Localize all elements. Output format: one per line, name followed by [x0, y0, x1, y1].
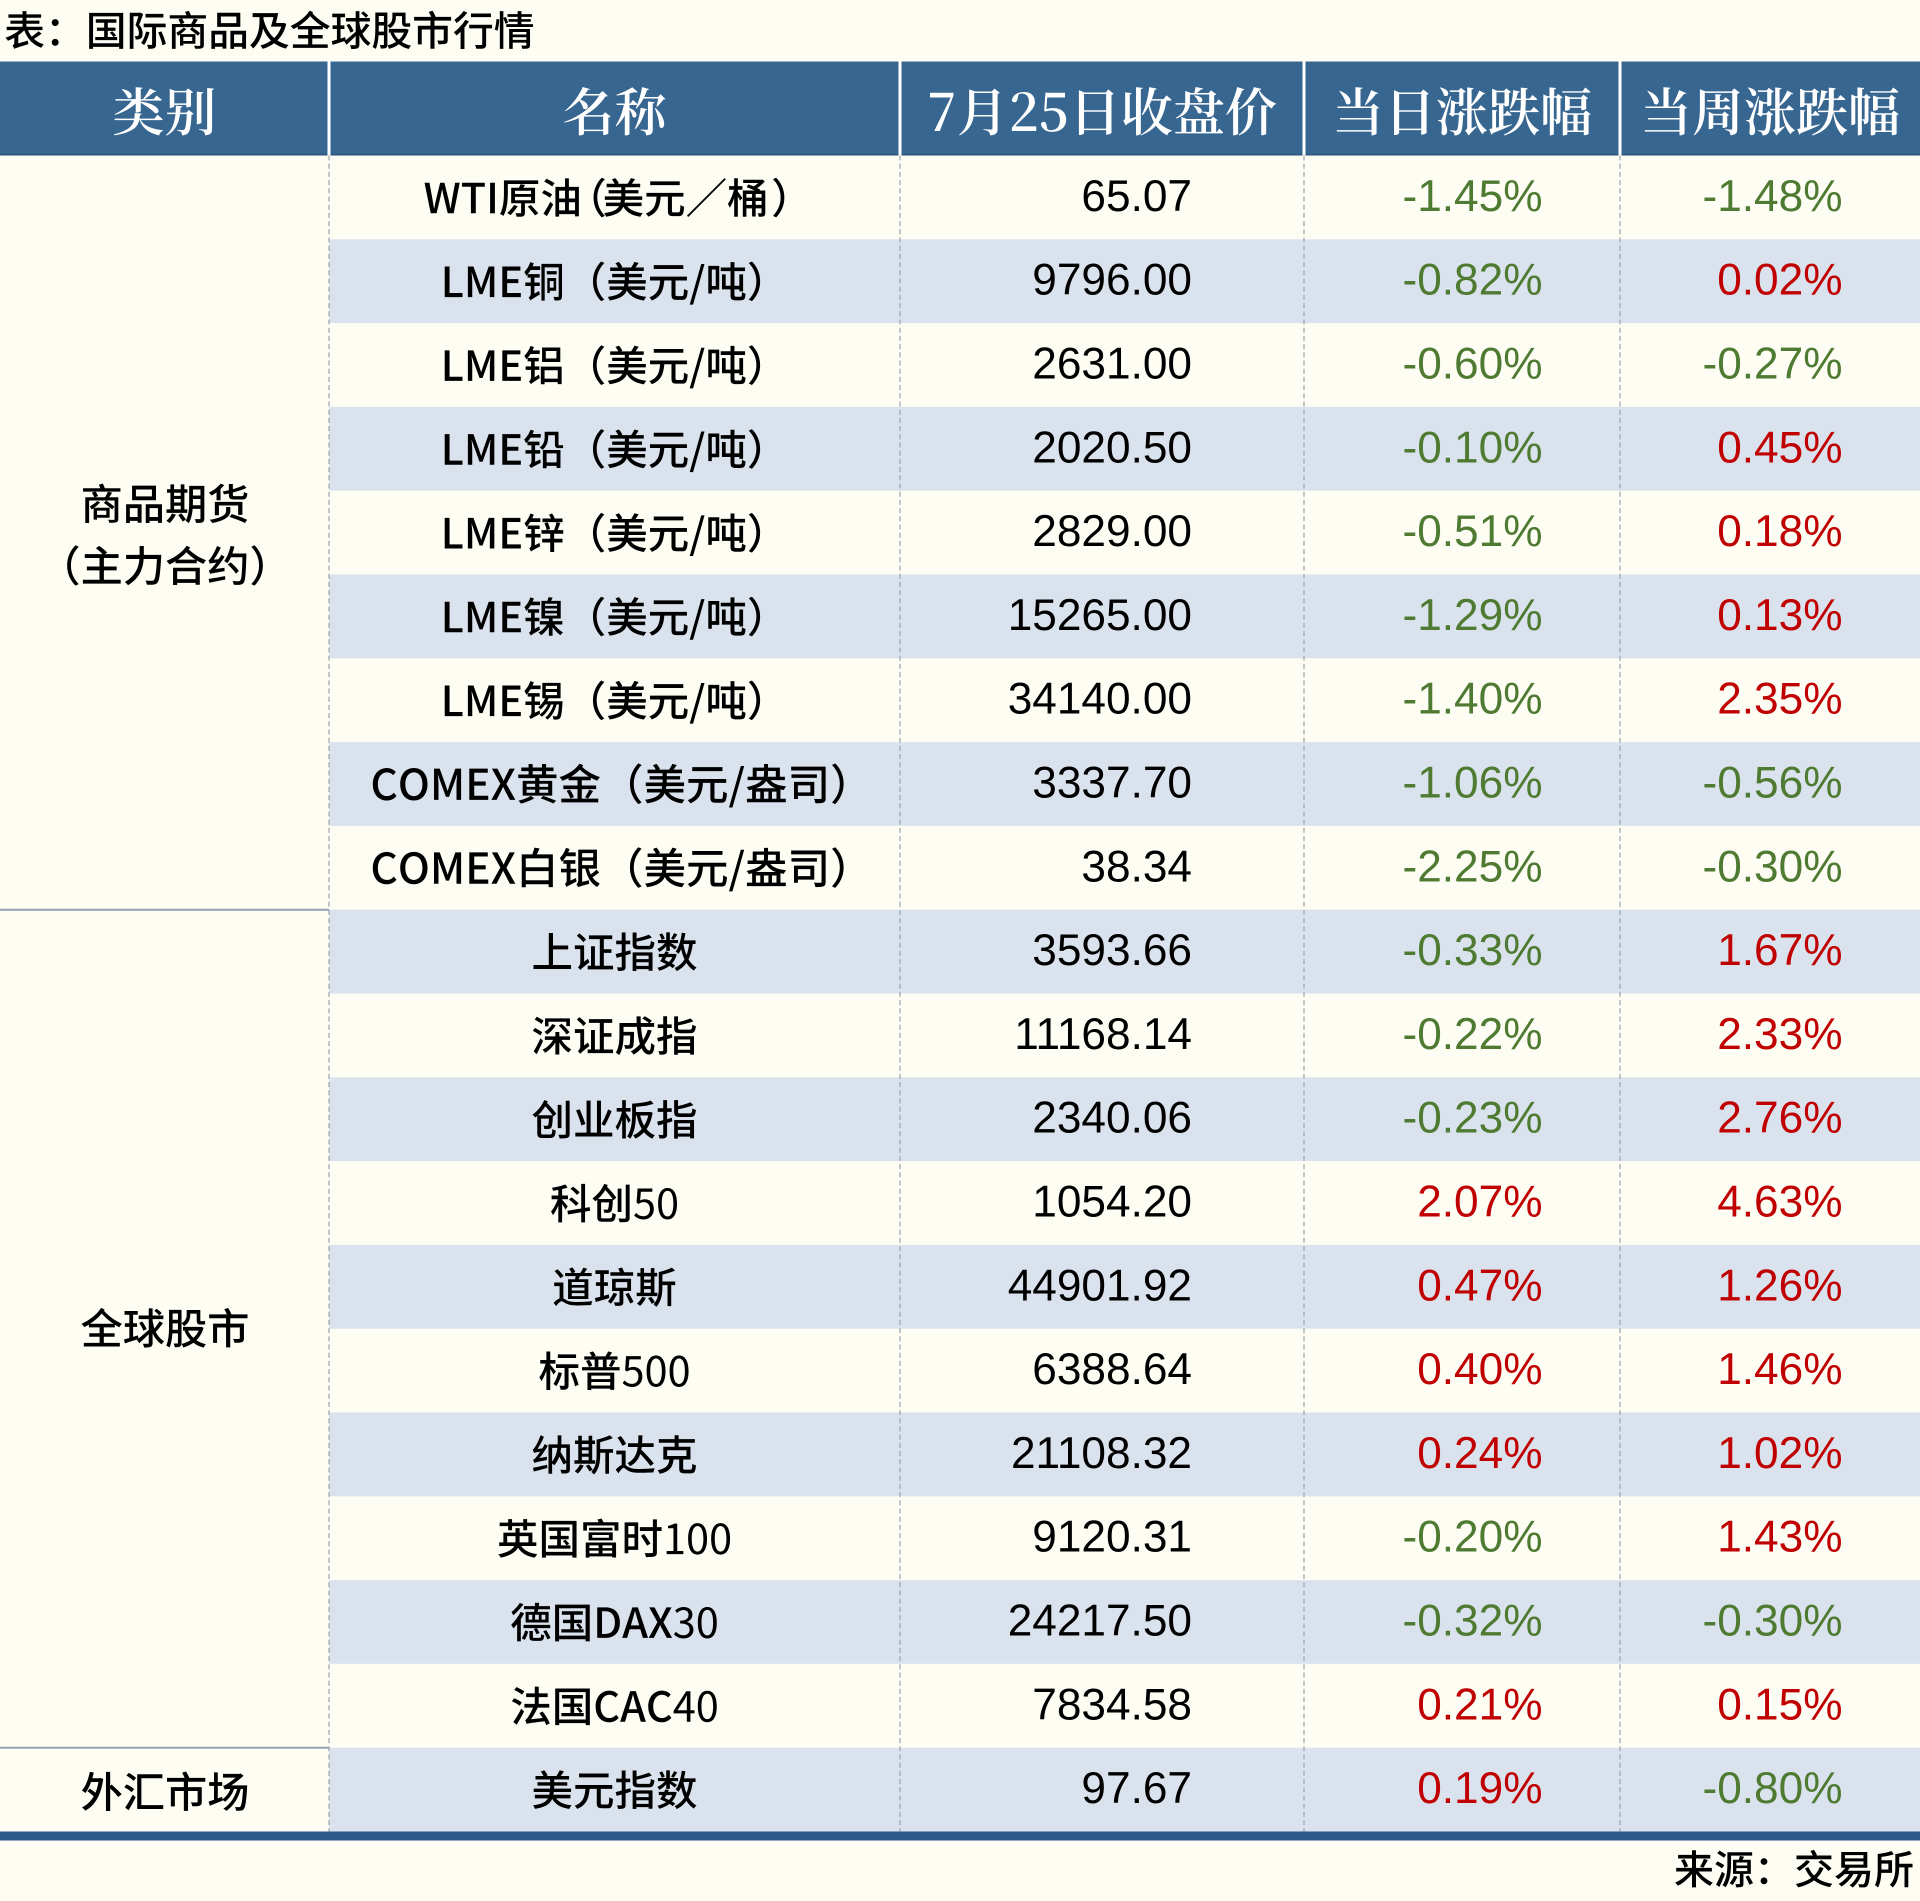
svg-text:-2.25%: -2.25% — [1402, 842, 1542, 891]
svg-text:-0.82%: -0.82% — [1402, 256, 1542, 305]
svg-text:0.02%: 0.02% — [1717, 256, 1842, 305]
svg-text:-0.27%: -0.27% — [1702, 340, 1842, 389]
svg-text:0.19%: 0.19% — [1417, 1764, 1542, 1813]
svg-text:38.34: 38.34 — [1081, 842, 1192, 891]
svg-text:2.76%: 2.76% — [1717, 1094, 1842, 1143]
svg-text:-0.22%: -0.22% — [1402, 1010, 1542, 1059]
svg-text:-0.10%: -0.10% — [1402, 423, 1542, 472]
svg-text:3593.66: 3593.66 — [1032, 926, 1192, 975]
svg-text:0.47%: 0.47% — [1417, 1261, 1542, 1310]
svg-text:-0.32%: -0.32% — [1402, 1597, 1542, 1646]
svg-text:-0.23%: -0.23% — [1402, 1094, 1542, 1143]
svg-text:-0.20%: -0.20% — [1402, 1513, 1542, 1562]
svg-text:1.67%: 1.67% — [1717, 926, 1842, 975]
svg-text:-1.29%: -1.29% — [1402, 591, 1542, 640]
svg-text:-0.30%: -0.30% — [1702, 842, 1842, 891]
svg-text:2340.06: 2340.06 — [1032, 1094, 1192, 1143]
svg-text:21108.32: 21108.32 — [1011, 1429, 1192, 1478]
svg-text:2.33%: 2.33% — [1717, 1010, 1842, 1059]
svg-text:0.24%: 0.24% — [1417, 1429, 1542, 1478]
svg-text:24217.50: 24217.50 — [1008, 1597, 1192, 1646]
svg-text:1.46%: 1.46% — [1717, 1345, 1842, 1394]
svg-text:-0.30%: -0.30% — [1702, 1597, 1842, 1646]
svg-text:2.35%: 2.35% — [1717, 675, 1842, 724]
svg-text:-0.33%: -0.33% — [1402, 926, 1542, 975]
svg-text:0.40%: 0.40% — [1417, 1345, 1542, 1394]
svg-text:1054.20: 1054.20 — [1032, 1178, 1192, 1227]
svg-text:2631.00: 2631.00 — [1032, 340, 1192, 389]
svg-text:0.18%: 0.18% — [1717, 507, 1842, 556]
svg-text:0.45%: 0.45% — [1717, 423, 1842, 472]
svg-text:-0.56%: -0.56% — [1702, 759, 1842, 808]
svg-text:-1.06%: -1.06% — [1402, 759, 1542, 808]
svg-text:1.43%: 1.43% — [1717, 1513, 1842, 1562]
svg-text:-0.51%: -0.51% — [1402, 507, 1542, 556]
svg-text:1.02%: 1.02% — [1717, 1429, 1842, 1478]
svg-text:-1.45%: -1.45% — [1402, 172, 1542, 221]
svg-text:3337.70: 3337.70 — [1032, 759, 1192, 808]
svg-text:4.63%: 4.63% — [1717, 1178, 1842, 1227]
svg-text:2.07%: 2.07% — [1417, 1178, 1542, 1227]
svg-text:2020.50: 2020.50 — [1032, 423, 1192, 472]
svg-text:0.15%: 0.15% — [1717, 1680, 1842, 1729]
svg-text:44901.92: 44901.92 — [1008, 1261, 1192, 1310]
svg-text:65.07: 65.07 — [1081, 172, 1192, 221]
svg-text:0.21%: 0.21% — [1417, 1680, 1542, 1729]
svg-text:15265.00: 15265.00 — [1008, 591, 1192, 640]
svg-text:1.26%: 1.26% — [1717, 1261, 1842, 1310]
svg-text:9120.31: 9120.31 — [1032, 1513, 1192, 1562]
svg-text:-1.40%: -1.40% — [1402, 675, 1542, 724]
svg-text:-0.60%: -0.60% — [1402, 340, 1542, 389]
svg-text:-1.48%: -1.48% — [1702, 172, 1842, 221]
svg-text:9796.00: 9796.00 — [1032, 256, 1192, 305]
svg-text:97.67: 97.67 — [1081, 1764, 1192, 1813]
svg-text:6388.64: 6388.64 — [1032, 1345, 1192, 1394]
svg-text:7834.58: 7834.58 — [1032, 1680, 1192, 1729]
svg-text:-0.80%: -0.80% — [1702, 1764, 1842, 1813]
svg-text:11168.14: 11168.14 — [1014, 1010, 1192, 1059]
svg-text:34140.00: 34140.00 — [1008, 675, 1192, 724]
svg-text:2829.00: 2829.00 — [1032, 507, 1192, 556]
svg-text:0.13%: 0.13% — [1717, 591, 1842, 640]
